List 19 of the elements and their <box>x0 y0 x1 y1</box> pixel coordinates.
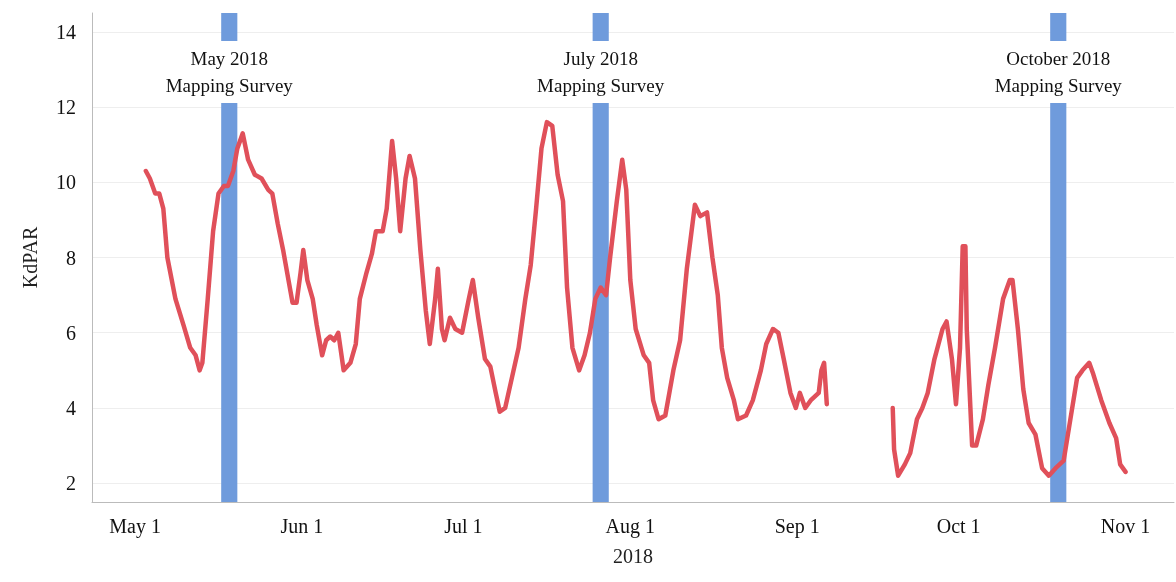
x-axis-title: 2018 <box>613 545 653 567</box>
y-tick-label: 4 <box>66 396 76 419</box>
y-tick-label: 14 <box>56 20 76 43</box>
y-tick-label: 2 <box>66 472 76 495</box>
x-tick-label: Aug 1 <box>605 515 656 538</box>
band-label: July 2018 Mapping Survey <box>537 48 665 96</box>
x-tick-label: Sep 1 <box>774 515 820 538</box>
x-tick-label: May 1 <box>109 515 161 538</box>
y-tick-label: 10 <box>56 171 76 194</box>
y-tick-label: 8 <box>66 246 76 269</box>
x-tick-label: Jul 1 <box>444 515 483 537</box>
x-tick-label: Oct 1 <box>936 515 981 537</box>
x-tick-label: Jun 1 <box>280 515 324 537</box>
band-label: October 2018 Mapping Survey <box>994 48 1123 96</box>
y-tick-label: 6 <box>66 321 76 344</box>
y-axis-title: KdPAR <box>19 226 41 289</box>
y-tick-label: 12 <box>56 96 76 119</box>
x-tick-label: Nov 1 <box>1100 515 1151 537</box>
band-label: May 2018 Mapping Survey <box>165 48 294 96</box>
